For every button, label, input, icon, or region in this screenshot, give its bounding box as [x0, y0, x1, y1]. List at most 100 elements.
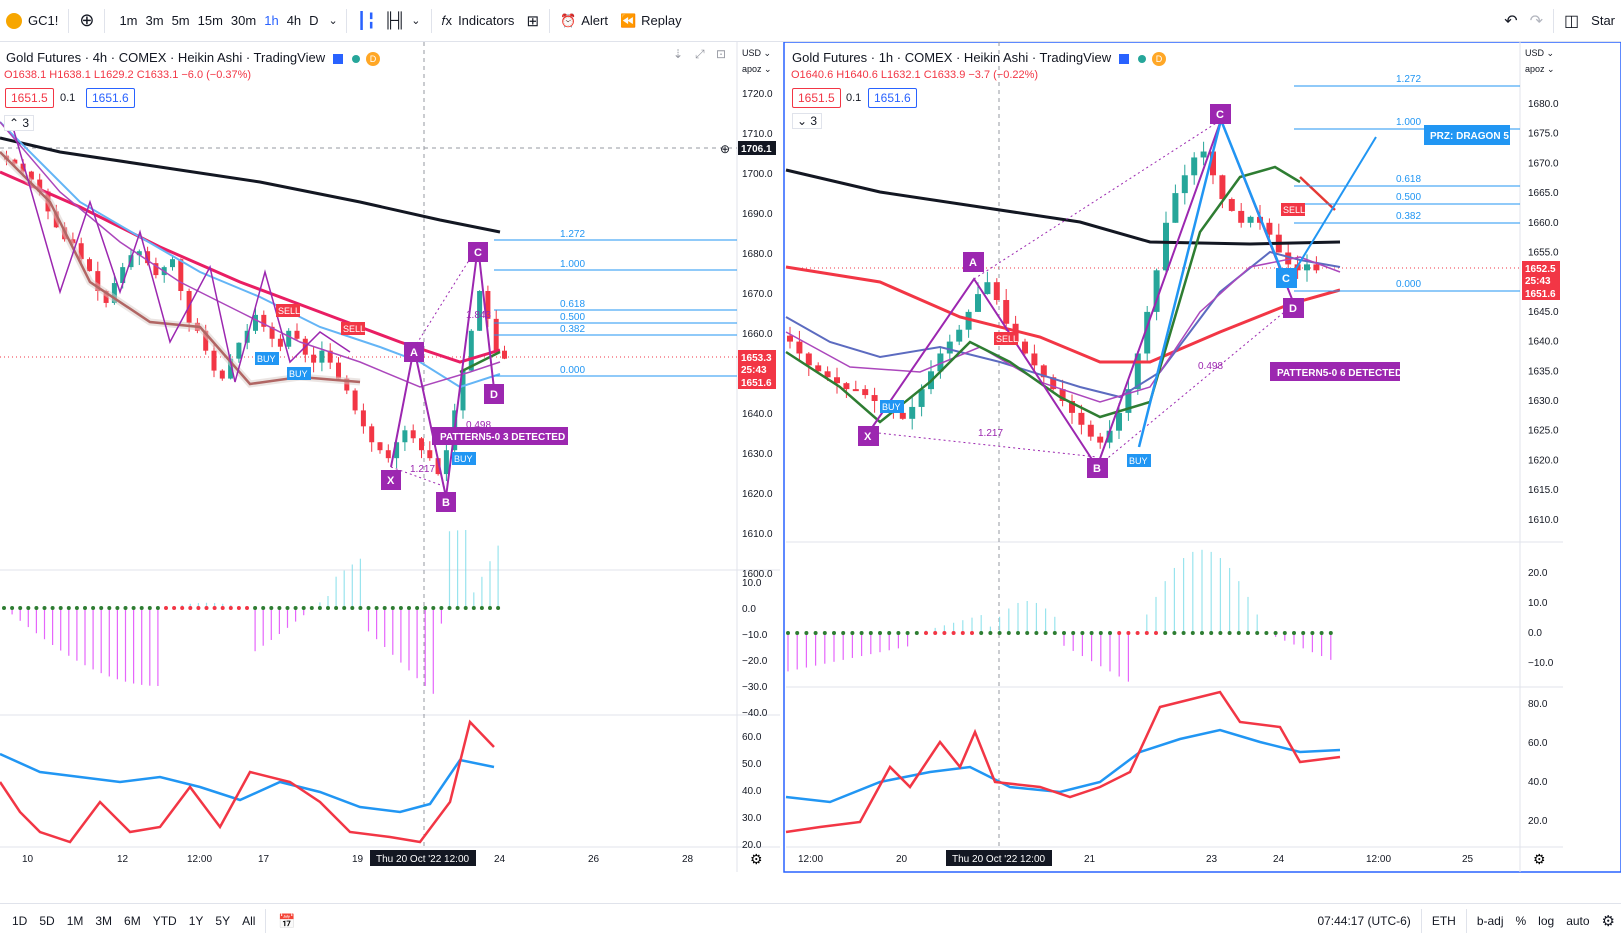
- range-5Y[interactable]: 5Y: [215, 914, 231, 928]
- right-osc-dot: [979, 631, 984, 635]
- interval-30m[interactable]: 30m: [230, 13, 257, 28]
- right-rsi-tick: 60.0: [1528, 738, 1548, 749]
- left-osc-dot: [66, 606, 71, 610]
- right-osc-dot: [1062, 631, 1066, 635]
- right-osc-dot: [1117, 631, 1122, 635]
- chart-style-button[interactable]: ┃╏ ╟╢ ⌄: [351, 0, 427, 42]
- settings-gear-icon[interactable]: ⚙: [1601, 913, 1615, 930]
- right-osc-dot: [1154, 631, 1158, 635]
- flag-icon: [332, 53, 343, 64]
- left-sell-signal-bg: [341, 322, 365, 335]
- interval-1h[interactable]: 1h: [264, 13, 279, 28]
- right-chart-title: Gold Futures · 1h · COMEX · Heikin Ashi …: [792, 50, 1112, 65]
- left-candle: [87, 259, 92, 272]
- left-ohlc: O1638.1 H1638.1 L1629.2 C1633.1 −6.0 (−0…: [4, 69, 252, 81]
- left-point-label: A: [410, 347, 418, 359]
- interval-4h[interactable]: 4h: [286, 13, 302, 28]
- clock[interactable]: 07:44:17 (UTC-6): [1317, 914, 1411, 928]
- right-osc-dot: [859, 631, 864, 635]
- left-sell-price-button[interactable]: 1651.5: [5, 88, 54, 108]
- chart-canvas[interactable]: USD ⌄apoz ⌄1720.01710.01700.01690.01680.…: [0, 41, 1621, 900]
- range-3M[interactable]: 3M: [95, 914, 113, 928]
- left-time-tick: 10: [22, 854, 34, 865]
- left-osc-dot: [131, 606, 136, 610]
- redo-button[interactable]: ↷: [1524, 0, 1549, 42]
- left-price-tick: 1700.0: [742, 169, 773, 180]
- left-candle: [477, 291, 483, 331]
- right-price-tick: 1675.0: [1528, 129, 1559, 140]
- back-adjust-toggle[interactable]: b-adj: [1476, 914, 1504, 928]
- compare-add-button[interactable]: ⊕: [73, 0, 100, 42]
- right-candle: [1125, 389, 1132, 413]
- right-time-tick: 21: [1084, 854, 1096, 865]
- interval-D[interactable]: D: [309, 13, 319, 28]
- left-osc-dot: [277, 606, 282, 610]
- range-1M[interactable]: 1M: [66, 914, 84, 928]
- undo-button[interactable]: ↶: [1498, 0, 1523, 42]
- range-6M[interactable]: 6M: [124, 914, 141, 928]
- right-legend[interactable]: Gold Futures · 1h · COMEX · Heikin Ashi …: [792, 50, 1166, 66]
- right-osc-dot: [988, 631, 993, 635]
- layout-button[interactable]: ◫: [1558, 0, 1585, 42]
- right-countdown-tag: 25:43: [1525, 276, 1551, 287]
- right-buy-price-button[interactable]: 1651.6: [868, 88, 917, 108]
- right-candle: [993, 282, 1000, 301]
- right-osc-dot: [1218, 631, 1223, 635]
- right-osc-dot: [822, 631, 827, 635]
- left-candle: [253, 314, 258, 331]
- right-collapse-indicators[interactable]: ⌄ 3: [792, 113, 823, 129]
- left-time-tick: 28: [682, 854, 694, 865]
- left-osc-dot: [439, 606, 444, 610]
- left-rsi-tick: 20.0: [742, 840, 762, 851]
- left-point-label: C: [474, 247, 482, 259]
- interval-5m[interactable]: 5m: [171, 13, 190, 28]
- right-point-label: A: [969, 257, 977, 269]
- right-candle: [1266, 222, 1273, 235]
- auto-toggle[interactable]: auto: [1566, 914, 1590, 928]
- left-buy-price-button[interactable]: 1651.6: [86, 88, 135, 108]
- left-bid-tag: 1651.6: [741, 378, 772, 389]
- right-candle: [1172, 193, 1179, 223]
- left-osc-dot: [285, 606, 290, 610]
- percent-toggle[interactable]: %: [1515, 914, 1527, 928]
- left-candle: [402, 430, 408, 443]
- left-candle: [419, 438, 424, 451]
- log-toggle[interactable]: log: [1538, 914, 1555, 928]
- market-open-icon: [352, 54, 361, 63]
- indicators-button[interactable]: 𝑓x Indicators: [436, 0, 521, 42]
- left-osc-dot: [50, 606, 55, 610]
- right-scale-label: apoz ⌄: [1525, 64, 1555, 74]
- left-rsi-tick: 60.0: [742, 732, 762, 743]
- replay-button[interactable]: ⏪ Replay: [614, 0, 688, 42]
- interval-3m[interactable]: 3m: [145, 13, 164, 28]
- left-crosshair-price-tag: 1706.1: [741, 144, 772, 155]
- range-All[interactable]: All: [242, 914, 256, 928]
- left-buy-signal: BUY: [289, 369, 308, 379]
- bars-icon: ╟╢: [384, 12, 406, 29]
- right-sell-signal-bg: [994, 332, 1018, 345]
- range-1D[interactable]: 1D: [12, 914, 28, 928]
- left-osc-dot: [34, 606, 39, 610]
- candles-icon: ┃╏: [356, 12, 377, 30]
- templates-button[interactable]: ⊞: [520, 0, 545, 42]
- interval-1m[interactable]: 1m: [119, 13, 138, 28]
- left-price-tick: 1680.0: [742, 249, 773, 260]
- start-button[interactable]: Star: [1585, 0, 1621, 42]
- right-buy-signal: BUY: [1129, 456, 1148, 466]
- left-collapse-indicators[interactable]: ⌃ 3: [4, 115, 35, 131]
- right-ma-200: [785, 168, 1341, 246]
- left-osc-dot: [317, 606, 322, 610]
- alert-button[interactable]: ⏰ Alert: [554, 0, 614, 42]
- range-1Y[interactable]: 1Y: [188, 914, 204, 928]
- left-legend[interactable]: Gold Futures · 4h · COMEX · Heikin Ashi …: [6, 50, 380, 66]
- symbol-search[interactable]: GC1!: [0, 0, 64, 42]
- right-time-tick: 25: [1462, 854, 1474, 865]
- range-5D[interactable]: 5D: [39, 914, 55, 928]
- right-sell-price-button[interactable]: 1651.5: [792, 88, 841, 108]
- right-osc-dot: [1089, 631, 1094, 635]
- interval-15m[interactable]: 15m: [197, 13, 223, 28]
- goto-date-icon[interactable]: 📅: [278, 912, 296, 929]
- range-YTD[interactable]: YTD: [152, 914, 177, 928]
- chevron-down-icon[interactable]: ⌄: [328, 15, 338, 27]
- session-toggle[interactable]: ETH: [1431, 914, 1456, 928]
